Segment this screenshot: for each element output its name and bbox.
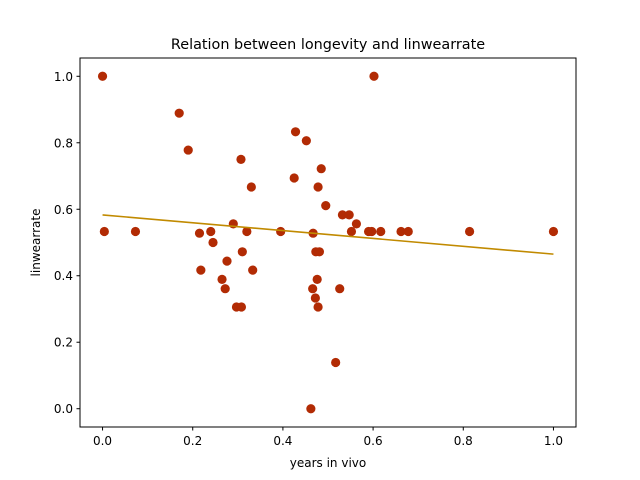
x-tick-label: 0.2 (183, 434, 202, 448)
scatter-point (312, 274, 322, 284)
data-marks (97, 71, 559, 414)
scatter-point (335, 284, 345, 294)
scatter-point (306, 404, 316, 414)
scatter-point (367, 226, 377, 237)
scatter-point (97, 71, 108, 81)
y-axis-label: linwearrate (29, 209, 43, 277)
scatter-point (276, 226, 286, 237)
scatter-point (313, 302, 323, 312)
scatter-point (208, 237, 218, 248)
scatter-point (376, 226, 386, 237)
scatter-point (236, 302, 247, 312)
scatter-point (351, 219, 362, 229)
y-tick-label: 0.4 (54, 269, 73, 283)
y-tick-label: 0.0 (54, 402, 73, 416)
scatter-point (130, 226, 141, 237)
x-axis-label: years in vivo (290, 456, 366, 470)
y-tick-label: 0.8 (54, 136, 73, 150)
scatter-point (222, 256, 232, 266)
y-tick-label: 0.2 (54, 336, 73, 350)
scatter-point (313, 182, 323, 192)
scatter-point (403, 226, 413, 237)
scatter-point (369, 71, 379, 81)
scatter-point (196, 265, 206, 275)
y-tick-label: 1.0 (54, 70, 73, 84)
scatter-point (236, 154, 246, 164)
chart-title: Relation between longevity and linwearra… (171, 37, 485, 53)
y-axis: 0.0 0.2 0.4 0.6 0.8 1.0 (54, 70, 80, 416)
scatter-point (337, 210, 348, 220)
scatter-point (464, 226, 475, 237)
scatter-point (237, 247, 247, 257)
scatter-point (246, 182, 256, 192)
x-tick-label: 0.0 (93, 434, 112, 448)
trend-line (102, 214, 554, 255)
scatter-point (316, 164, 326, 174)
scatter-point (310, 293, 320, 303)
scatter-point (308, 284, 318, 294)
scatter-point (194, 228, 205, 238)
scatter-point (321, 201, 331, 211)
scatter-point (248, 265, 258, 275)
scatter-point (396, 226, 406, 237)
x-tick-label: 1.0 (544, 434, 563, 448)
scatter-point (314, 247, 325, 257)
scatter-point (99, 226, 109, 237)
scatter-point (346, 226, 357, 237)
scatter-point (331, 357, 341, 368)
scatter-point (242, 226, 252, 237)
scatter-point (220, 284, 230, 294)
x-tick-label: 0.4 (273, 434, 292, 448)
scatter-point (217, 274, 227, 284)
x-tick-label: 0.6 (364, 434, 383, 448)
scatter-point (174, 108, 184, 118)
y-tick-label: 0.6 (54, 203, 73, 217)
scatter-point (289, 173, 299, 183)
x-tick-label: 0.8 (454, 434, 473, 448)
x-axis: 0.0 0.2 0.4 0.6 0.8 1.0 (93, 427, 563, 448)
axes-frame (79, 57, 577, 428)
scatter-point (548, 226, 559, 237)
scatter-point (301, 136, 311, 146)
scatter-point (206, 226, 216, 237)
scatter-point (183, 145, 193, 155)
scatter-point (290, 127, 301, 137)
scatter-point (344, 210, 354, 220)
